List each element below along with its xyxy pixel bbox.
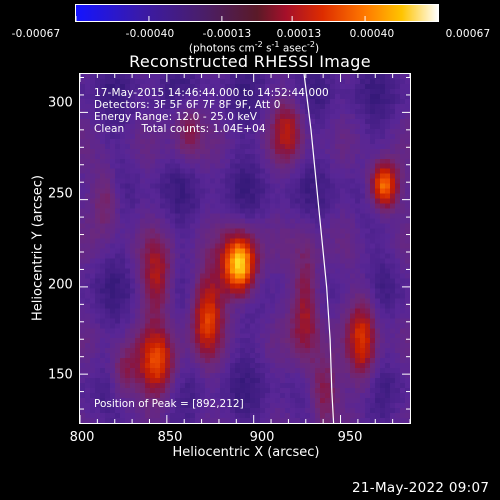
colorbar-border: [75, 4, 439, 22]
x-tick-label: 800: [69, 430, 95, 445]
annotation-clean-counts: Clean Total counts: 1.04E+04: [94, 123, 266, 135]
timestamp: 21-May-2022 09:07: [352, 480, 490, 496]
colorbar: [75, 4, 439, 22]
y-tick-label: 250: [48, 186, 73, 202]
colorbar-tick-label: 0.00013: [276, 28, 322, 40]
x-tick-label: 950: [337, 430, 363, 445]
colorbar-gradient: [76, 5, 438, 21]
x-axis-label: Heliocentric X (arcsec): [172, 445, 320, 460]
chart-title: Reconstructed RHESSI Image: [129, 52, 371, 71]
y-tick-label: 150: [48, 367, 73, 383]
colorbar-tick-label: -0.00067: [11, 28, 61, 40]
y-axis-label: Heliocentric Y (arcsec): [30, 175, 46, 321]
colorbar-ticks: [75, 16, 439, 21]
plot-frame: [79, 73, 411, 424]
peak-position-label: Position of Peak = [892,212]: [94, 398, 244, 410]
colorbar-tick-label: -0.00040: [125, 28, 175, 40]
x-tick-label: 850: [157, 430, 183, 445]
heatmap-image: [80, 74, 410, 423]
axis-ticks: [79, 74, 411, 423]
annotation-detectors: Detectors: 3F 5F 6F 7F 8F 9F, Att 0: [94, 99, 281, 111]
x-tick-label: 900: [249, 430, 275, 445]
solar-limb-curve: [303, 73, 335, 424]
colorbar-units: (photons cm-2 s-1 asec-2): [188, 40, 320, 55]
colorbar-tick-label: -0.00013: [202, 28, 252, 40]
colorbar-tick-label: 0.00040: [349, 28, 395, 40]
colorbar-tick-label: 0.00067: [445, 28, 491, 40]
annotation-time-range: 17-May-2015 14:46:44.000 to 14:52:44.000: [94, 87, 329, 99]
y-tick-label: 200: [48, 277, 73, 293]
y-tick-label: 300: [48, 95, 73, 111]
annotation-energy-range: Energy Range: 12.0 - 25.0 keV: [94, 111, 258, 123]
